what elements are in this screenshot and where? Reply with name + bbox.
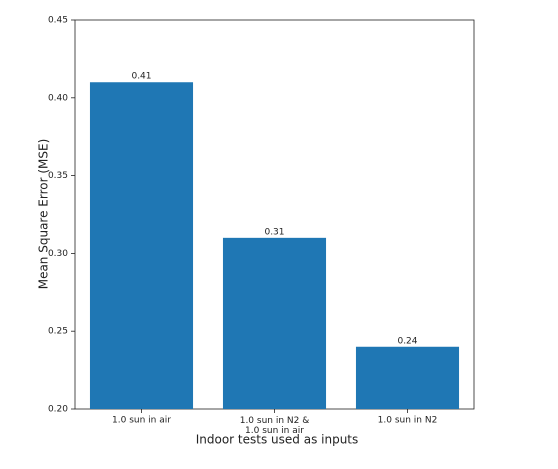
bar — [89, 82, 194, 410]
bar — [222, 237, 327, 409]
y-axis-title: Mean Square Error (MSE) — [37, 139, 51, 290]
x-tick-label: 1.0 sun in air — [112, 416, 171, 426]
y-tick-label: 0.35 — [48, 171, 68, 181]
x-axis-title: Indoor tests used as inputs — [196, 433, 359, 447]
y-tick-label: 0.20 — [48, 405, 68, 415]
data-label: 0.31 — [264, 227, 284, 237]
data-label: 0.24 — [397, 336, 417, 346]
y-tick-label: 0.40 — [48, 93, 68, 103]
data-label: 0.41 — [131, 72, 151, 82]
y-tick-label: 0.25 — [48, 327, 68, 337]
x-tick-label: 1.0 sun in N2 — [378, 416, 438, 426]
bar — [355, 346, 460, 409]
y-tick-label: 0.45 — [48, 16, 68, 26]
y-tick-label: 0.30 — [48, 249, 68, 259]
x-tick-label: 1.0 sun in N2 & 1.0 sun in air — [240, 416, 310, 436]
